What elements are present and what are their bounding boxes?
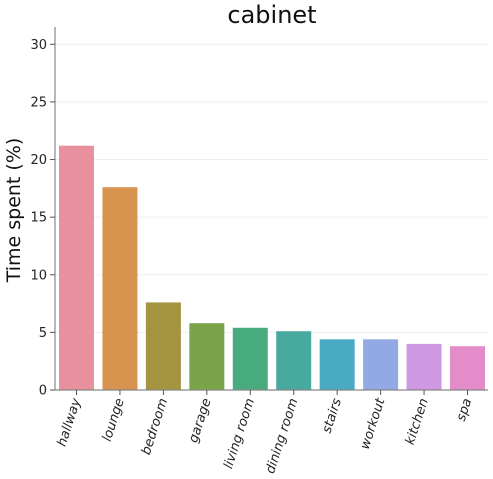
bar-hallway	[59, 145, 94, 390]
y-tick-label: 20	[30, 153, 47, 168]
bar-garage	[189, 323, 225, 390]
bar-spa	[450, 346, 485, 390]
bar-dining-room	[276, 331, 312, 390]
bar-living-room	[232, 327, 268, 390]
bar-kitchen	[406, 343, 442, 390]
x-tick-label: bedroom	[139, 397, 171, 457]
x-tick-label: spa	[454, 397, 475, 424]
x-tick-label: living room	[221, 397, 258, 471]
x-tick-label: hallway	[55, 396, 85, 448]
x-tick-label: workout	[358, 396, 389, 452]
bar-lounge	[102, 187, 138, 390]
x-tick-label: stairs	[320, 396, 345, 435]
y-axis-ticks: 0 5 10 15 20 25 30	[30, 38, 55, 399]
y-tick-label: 30	[30, 38, 47, 53]
y-axis-label: Time spent (%)	[3, 138, 25, 284]
bar-stairs	[319, 339, 355, 390]
bars	[59, 145, 485, 390]
y-tick-label: 15	[30, 211, 47, 226]
y-tick-label: 0	[39, 384, 47, 399]
x-tick-label: lounge	[100, 397, 128, 444]
y-tick-label: 5	[39, 326, 47, 341]
x-axis-ticks: hallway lounge bedroom garage living room din…	[55, 390, 475, 476]
bar-workout	[363, 339, 399, 390]
x-tick-label: kitchen	[403, 397, 432, 447]
y-tick-label: 10	[30, 268, 47, 283]
x-tick-label: dining room	[263, 397, 301, 476]
bar-bedroom	[145, 302, 181, 390]
y-tick-label: 25	[30, 95, 47, 110]
chart-title: cabinet	[227, 1, 316, 29]
x-tick-label: garage	[186, 397, 214, 445]
